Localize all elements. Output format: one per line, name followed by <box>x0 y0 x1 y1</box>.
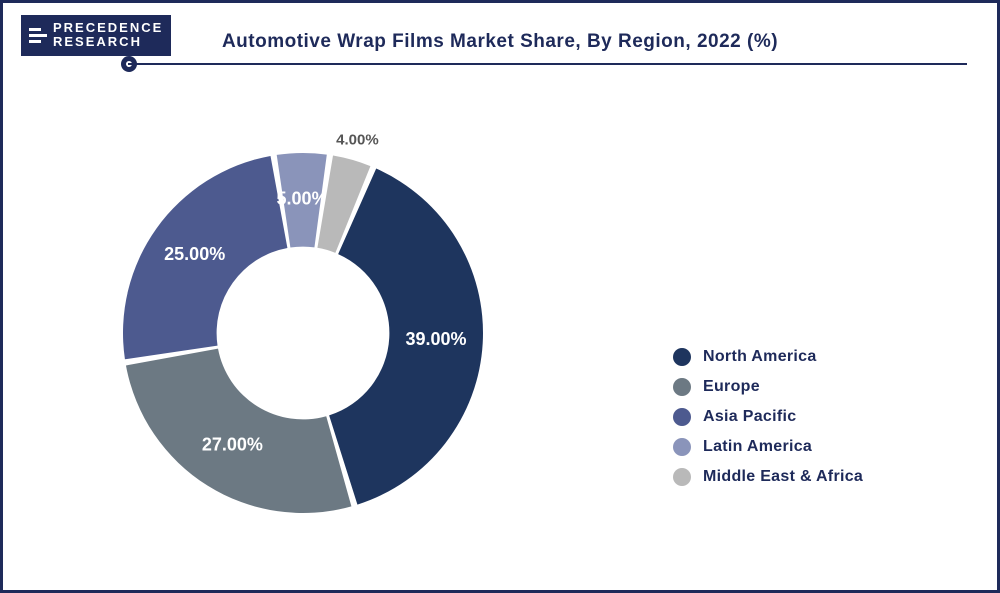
legend-item: Asia Pacific <box>673 408 863 426</box>
legend-label: Asia Pacific <box>703 408 796 426</box>
slice-label: 39.00% <box>405 329 466 349</box>
chart-title: Automotive Wrap Films Market Share, By R… <box>3 31 997 53</box>
slice-label: 4.00% <box>336 132 379 149</box>
slice-label: 5.00% <box>277 189 328 209</box>
legend-item: Europe <box>673 378 863 396</box>
legend-label: North America <box>703 348 817 366</box>
slice-label: 27.00% <box>202 435 263 455</box>
legend-item: Latin America <box>673 438 863 456</box>
legend-label: Middle East & Africa <box>703 468 863 486</box>
legend-item: North America <box>673 348 863 366</box>
legend-item: Middle East & Africa <box>673 468 863 486</box>
donut-slice-europe <box>126 349 351 513</box>
slice-label: 25.00% <box>164 244 225 264</box>
chart-frame: PRECEDENCE RESEARCH Automotive Wrap Film… <box>0 0 1000 593</box>
legend: North America Europe Asia Pacific Latin Ame… <box>673 348 863 498</box>
legend-swatch-icon <box>673 468 691 486</box>
legend-swatch-icon <box>673 408 691 426</box>
legend-swatch-icon <box>673 378 691 396</box>
title-underline <box>128 63 967 65</box>
legend-label: Europe <box>703 378 760 396</box>
legend-swatch-icon <box>673 438 691 456</box>
legend-swatch-icon <box>673 348 691 366</box>
donut-chart: 39.00% 27.00% 25.00% 5.00% 4.00% <box>63 93 543 563</box>
legend-label: Latin America <box>703 438 812 456</box>
